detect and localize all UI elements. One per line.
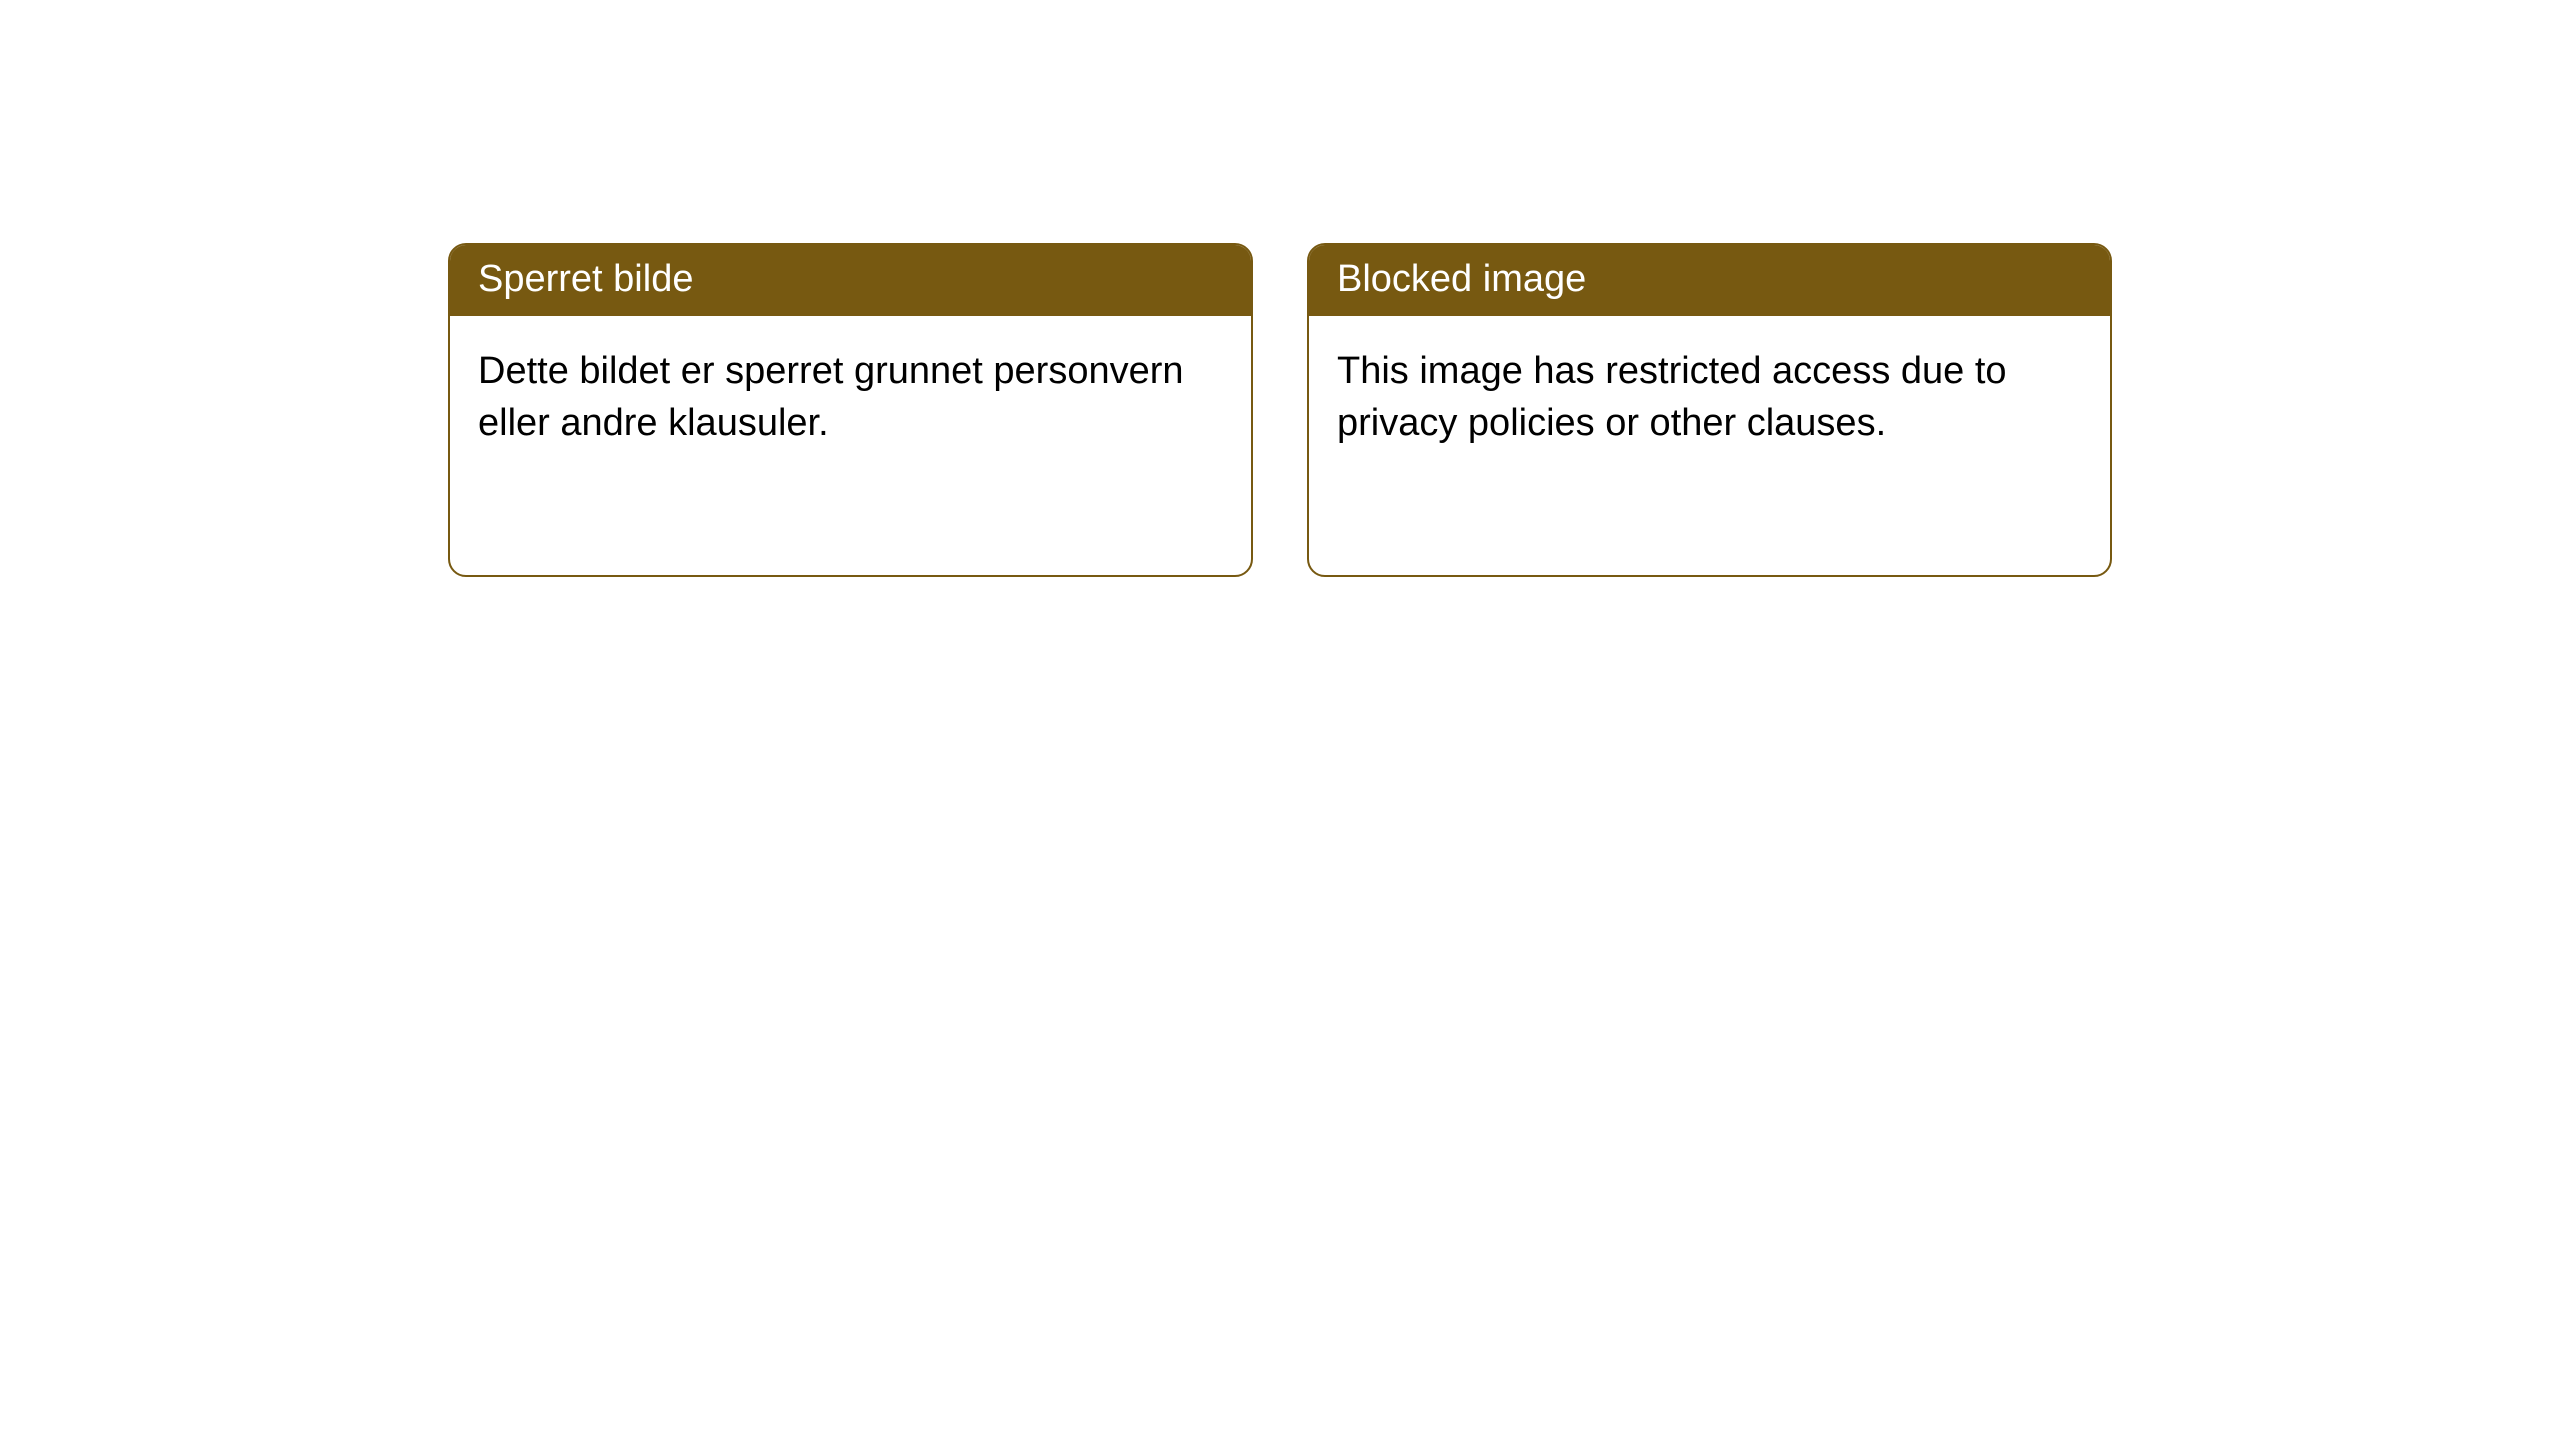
notice-title-norwegian: Sperret bilde xyxy=(450,245,1251,316)
notice-container: Sperret bilde Dette bildet er sperret gr… xyxy=(0,0,2560,577)
notice-title-english: Blocked image xyxy=(1309,245,2110,316)
notice-card-english: Blocked image This image has restricted … xyxy=(1307,243,2112,577)
notice-message-english: This image has restricted access due to … xyxy=(1309,316,2110,479)
notice-card-norwegian: Sperret bilde Dette bildet er sperret gr… xyxy=(448,243,1253,577)
notice-message-norwegian: Dette bildet er sperret grunnet personve… xyxy=(450,316,1251,479)
